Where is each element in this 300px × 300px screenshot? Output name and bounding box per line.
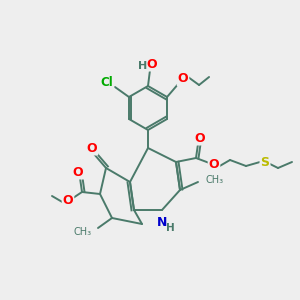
Text: O: O: [87, 142, 97, 154]
Text: S: S: [260, 155, 269, 169]
Text: O: O: [178, 73, 188, 85]
Text: CH₃: CH₃: [74, 227, 92, 237]
Text: N: N: [157, 215, 167, 229]
Text: O: O: [209, 158, 219, 172]
Text: H: H: [138, 61, 148, 71]
Text: O: O: [63, 194, 73, 208]
Text: O: O: [195, 131, 205, 145]
Text: O: O: [73, 166, 83, 178]
Text: H: H: [166, 223, 174, 233]
Text: Cl: Cl: [100, 76, 113, 89]
Text: O: O: [147, 58, 157, 70]
Text: CH₃: CH₃: [205, 175, 223, 185]
